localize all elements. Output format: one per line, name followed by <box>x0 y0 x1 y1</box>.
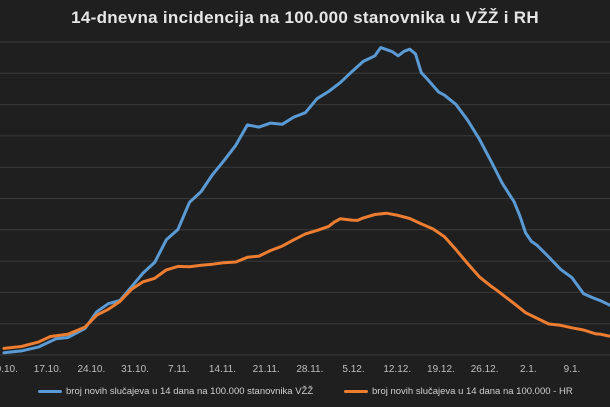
legend-swatch-vzz <box>38 390 62 393</box>
x-tick-label: 14.11. <box>209 364 236 375</box>
x-tick-label: 7.11. <box>168 364 190 375</box>
gridlines <box>0 41 610 356</box>
x-tick-label: 10.10. <box>0 364 18 375</box>
x-tick-label: 19.12. <box>427 364 455 375</box>
legend-label-hr: broj novih slučajeva u 14 dana na 100.00… <box>372 386 573 397</box>
x-tick-label: 12.12. <box>383 364 411 375</box>
series-lines <box>2 46 610 355</box>
x-tick-label: 31.10. <box>121 364 149 375</box>
x-tick-label: 24.10. <box>77 364 105 375</box>
series-line-hr <box>2 211 610 350</box>
chart-title: 14-dnevna incidencija na 100.000 stanovn… <box>71 8 539 27</box>
x-axis: 10.10. 17.10. 24.10. 31.10. 7.11. 14.11. 21.11… <box>0 364 580 375</box>
x-tick-label: 21.11. <box>253 364 280 375</box>
x-tick-label: 28.11. <box>296 364 323 375</box>
legend-swatch-hr <box>344 390 368 393</box>
legend-item-hr: broj novih slučajeva u 14 dana na 100.00… <box>344 386 573 397</box>
x-tick-label: 17.10. <box>34 364 62 375</box>
series-line-vzz <box>2 46 610 355</box>
legend-item-vzz: broj novih slučajeva u 14 dana na 100.00… <box>38 386 313 397</box>
legend: broj novih slučajeva u 14 dana na 100.00… <box>0 386 610 404</box>
x-tick-label: 26.12. <box>471 364 499 375</box>
x-tick-label: 5.12. <box>342 364 364 375</box>
x-tick-label: 2.1. <box>520 364 537 375</box>
legend-label-vzz: broj novih slučajeva u 14 dana na 100.00… <box>66 386 314 397</box>
x-tick-label: 9.1. <box>564 364 581 375</box>
